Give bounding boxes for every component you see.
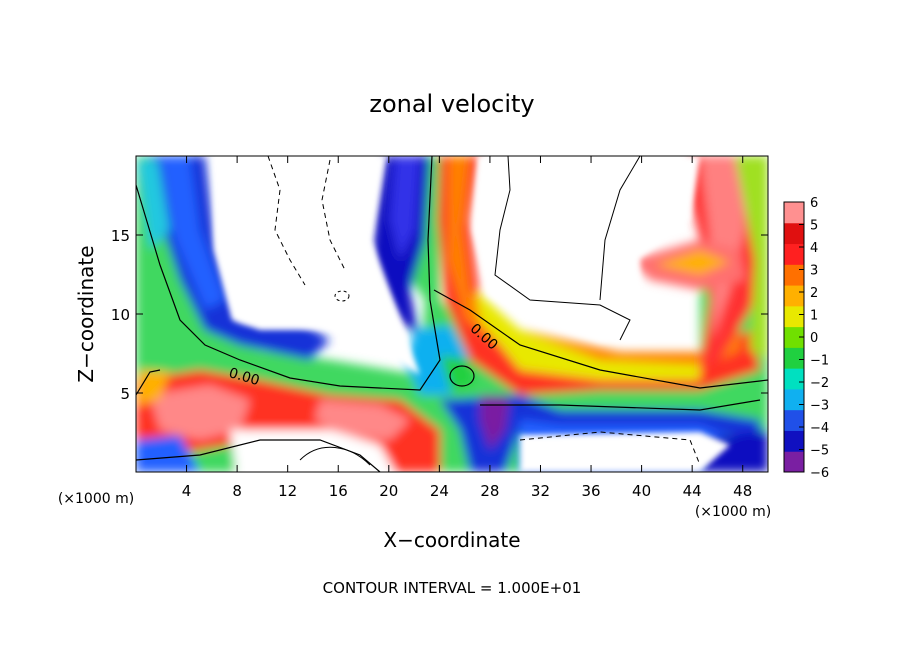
x-tick-label: 20 (379, 482, 398, 500)
colorbar-swatch (784, 347, 804, 369)
colorbar-tick-label: −3 (810, 399, 829, 414)
heatmap-field (136, 156, 768, 472)
colorbar-tick-label: 2 (810, 286, 818, 301)
colorbar-tick-label: −6 (810, 466, 829, 481)
colorbar-swatch (784, 326, 804, 348)
colorbar-swatch (784, 222, 804, 245)
colorbar-tick-label: −1 (810, 354, 829, 369)
x-axis-label: X−coordinate (383, 528, 520, 552)
contour-lines (136, 156, 768, 472)
x-unit-note-right: (×1000 m) (695, 504, 771, 520)
x-tick-label: 48 (733, 482, 752, 500)
colorbar-tick-label: −4 (810, 421, 829, 436)
x-tick-label: 28 (480, 482, 499, 500)
colorbar-swatch (784, 202, 804, 224)
colorbar-tick-label: 1 (810, 309, 818, 324)
colorbar-tick-label: 5 (810, 219, 818, 234)
x-tick-label: 12 (278, 482, 297, 500)
chart-title: zonal velocity (369, 90, 534, 118)
y-axis-label: Z−coordinate (74, 245, 98, 382)
x-tick-label: 24 (430, 482, 449, 500)
x-tick-label: 44 (683, 482, 702, 500)
y-tick-label: 5 (120, 385, 130, 403)
colorbar-swatch (784, 451, 804, 473)
colorbar-swatch (784, 430, 804, 452)
colorbar-swatch (784, 243, 804, 265)
x-tick-label: 8 (232, 482, 242, 500)
x-axis: 4 8 12 16 20 24 28 32 36 40 44 48 (182, 156, 752, 500)
x-tick-label: 36 (581, 482, 600, 500)
y-tick-label: 15 (111, 227, 130, 245)
colorbar-swatch (784, 305, 804, 328)
contour-interval-note: CONTOUR INTERVAL = 1.000E+01 (323, 579, 582, 597)
x-tick-label: 32 (531, 482, 550, 500)
x-tick-label: 16 (329, 482, 348, 500)
colorbar-tick-label: 3 (810, 264, 818, 279)
x-tick-label: 40 (632, 482, 651, 500)
colorbar-tick-label: −2 (810, 376, 829, 391)
colorbar: 6 5 4 3 2 1 0 −1 −2 −3 −4 −5 −6 (783, 196, 829, 481)
x-unit-note-left: (×1000 m) (58, 491, 134, 507)
colorbar-swatch (784, 368, 804, 390)
colorbar-swatch (784, 388, 804, 411)
y-axis: 5 10 15 (111, 227, 768, 403)
colorbar-tick-label: −5 (810, 444, 829, 459)
colorbar-swatch (784, 409, 804, 431)
colorbar-tick-label: 0 (810, 331, 818, 346)
colorbar-tick-label: 4 (810, 241, 818, 256)
x-tick-label: 4 (182, 482, 192, 500)
colorbar-swatch (784, 264, 804, 286)
colorbar-tick-label: 6 (810, 196, 818, 211)
colorbar-swatch (784, 285, 804, 307)
y-tick-label: 10 (111, 306, 130, 324)
